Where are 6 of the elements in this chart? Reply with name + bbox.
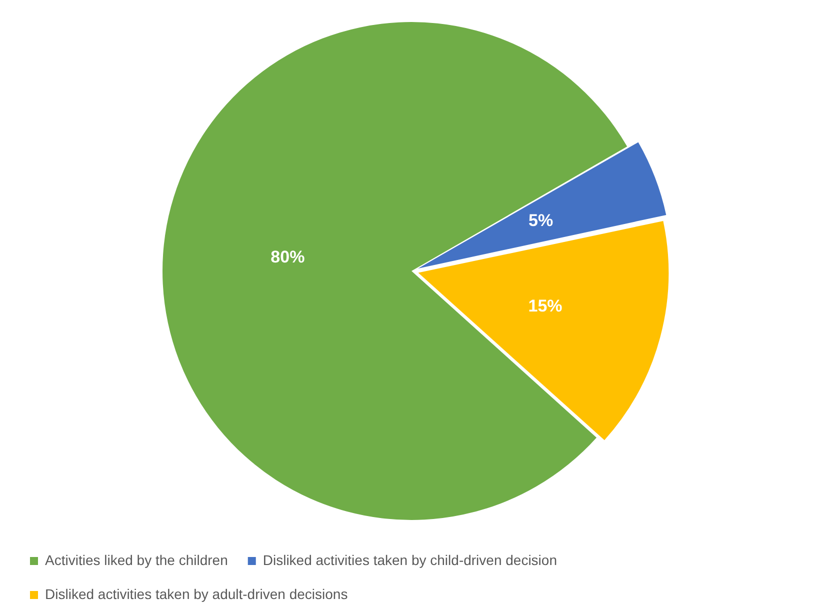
legend-label: Disliked activities taken by adult-driven decisions: [45, 586, 348, 602]
legend-label: Activities liked by the children: [45, 552, 228, 568]
data-label: 15%: [528, 296, 562, 316]
legend-label: Disliked activities taken by child-driven decision: [262, 552, 557, 568]
data-label: 80%: [270, 248, 305, 267]
data-label: 5%: [528, 211, 554, 230]
